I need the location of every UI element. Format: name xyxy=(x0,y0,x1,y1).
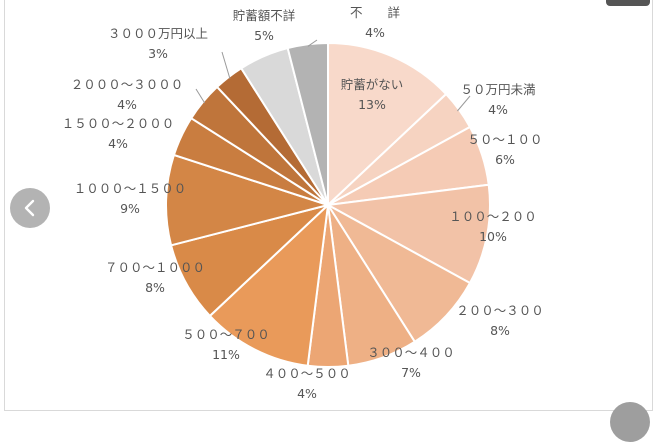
slice-percent-2: 6% xyxy=(495,152,515,167)
slice-label-3: １００～２００ xyxy=(449,209,537,224)
slice-label-12: ３０００万円以上 xyxy=(108,26,208,41)
pie-slice-3 xyxy=(324,183,491,285)
slice-percent-6: 4% xyxy=(297,386,317,401)
pie-slice-7 xyxy=(208,202,330,367)
slice-label-14: 不 詳 xyxy=(350,5,400,20)
slice-percent-10: 4% xyxy=(108,136,128,151)
slice-label-1: ５０万円未満 xyxy=(460,82,535,97)
slice-percent-4: 8% xyxy=(490,323,510,338)
pie-chart: 貯蓄がない 13% ５０万円未満 4% ５０～１００ 6% １００～２００ 10% ２００～３０… xyxy=(62,5,544,401)
slice-percent-5: 7% xyxy=(401,365,421,380)
slice-label-0: 貯蓄がない xyxy=(341,77,404,92)
slice-percent-13: 5% xyxy=(254,28,274,43)
leader-line-14 xyxy=(307,39,318,47)
pie-slice-14 xyxy=(286,41,329,206)
slice-label-5: ３００～４００ xyxy=(367,345,455,360)
slice-label-11: ２０００～３０００ xyxy=(71,77,184,92)
leader-line-12 xyxy=(221,51,231,79)
slice-percent-7: 11% xyxy=(212,347,240,362)
slice-label-9: １０００～１５００ xyxy=(74,181,187,196)
slice-label-4: ２００～３００ xyxy=(456,303,544,318)
slice-label-10: １５００～２０００ xyxy=(62,116,175,131)
slice-label-7: ５００～７００ xyxy=(182,327,270,342)
chevron-left-icon xyxy=(24,199,35,217)
next-slide-button[interactable] xyxy=(610,402,650,442)
pie-slice-0 xyxy=(327,41,448,208)
top-bar-fragment xyxy=(606,0,650,6)
slice-label-8: ７００～１０００ xyxy=(105,260,205,275)
slice-label-2: ５０～１００ xyxy=(467,132,542,147)
leader-line-11 xyxy=(195,88,206,104)
slice-percent-0: 13% xyxy=(358,97,386,112)
prev-slide-button[interactable] xyxy=(10,188,50,228)
slice-percent-8: 8% xyxy=(145,280,165,295)
slice-label-13: 貯蓄額不詳 xyxy=(233,8,296,23)
slice-percent-3: 10% xyxy=(479,229,507,244)
leader-line-1 xyxy=(457,95,471,112)
slice-percent-9: 9% xyxy=(120,201,140,216)
pie-slice-9 xyxy=(165,153,332,247)
slice-percent-1: 4% xyxy=(488,102,508,117)
slice-label-6: ４００～５００ xyxy=(263,366,351,381)
slice-percent-11: 4% xyxy=(117,97,137,112)
slice-percent-12: 3% xyxy=(148,46,168,61)
slice-percent-14: 4% xyxy=(365,25,385,40)
chart-frame xyxy=(4,0,653,411)
